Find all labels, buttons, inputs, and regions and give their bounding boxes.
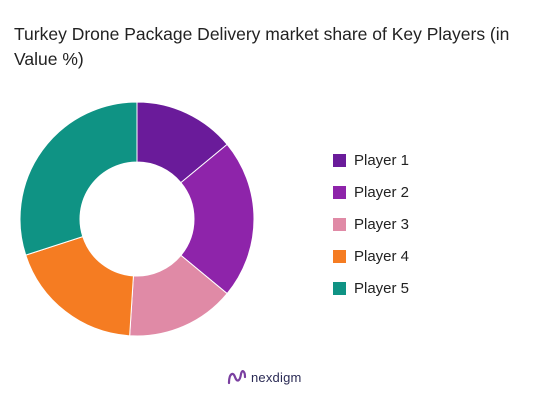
brand-logo: nexdigm xyxy=(227,368,302,386)
legend-item-player-4: Player 4 xyxy=(333,240,409,272)
legend-label: Player 1 xyxy=(354,151,410,169)
brand-name: nexdigm xyxy=(251,369,302,385)
legend-item-player-2: Player 2 xyxy=(333,176,409,208)
legend-swatch xyxy=(333,281,346,295)
chart-title: Turkey Drone Package Delivery market sha… xyxy=(14,24,510,69)
legend-item-player-3: Player 3 xyxy=(333,208,409,240)
legend: Player 1 Player 2 Player 3 Player 4 Player 5 xyxy=(333,144,409,304)
legend-swatch xyxy=(333,217,346,231)
nexdigm-logo-icon xyxy=(227,370,247,385)
legend-label: Player 3 xyxy=(354,215,410,233)
legend-label: Player 2 xyxy=(354,183,410,201)
donut-slice-player-5 xyxy=(19,101,138,256)
legend-item-player-5: Player 5 xyxy=(333,272,409,304)
legend-swatch xyxy=(333,249,346,263)
legend-swatch xyxy=(333,185,346,199)
donut-slice-player-4 xyxy=(25,235,134,337)
legend-label: Player 4 xyxy=(354,247,410,265)
legend-label: Player 5 xyxy=(354,279,410,297)
legend-swatch xyxy=(333,153,346,167)
donut-slice-player-2 xyxy=(180,143,255,295)
legend-item-player-1: Player 1 xyxy=(333,144,409,176)
